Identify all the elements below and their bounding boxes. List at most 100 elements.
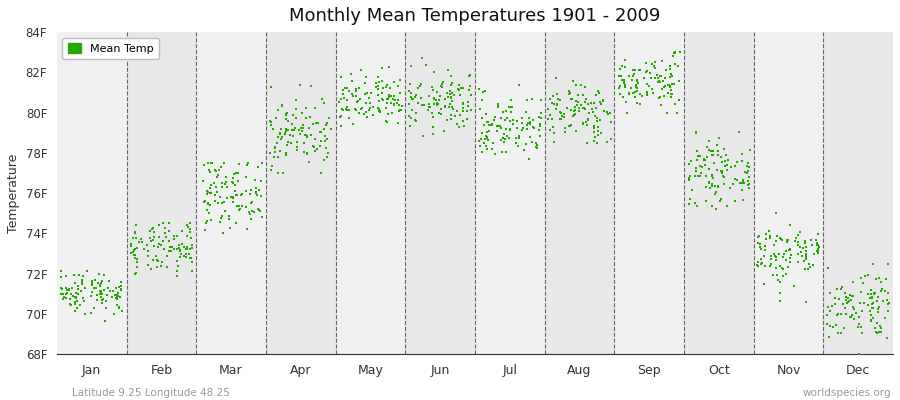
Point	[63, 301, 77, 307]
Legend: Mean Temp: Mean Temp	[62, 38, 159, 60]
Point	[694, 169, 708, 176]
Point	[651, 78, 665, 85]
Point	[861, 290, 876, 297]
Point	[372, 98, 386, 104]
Point	[546, 93, 561, 100]
Point	[86, 304, 101, 311]
Point	[846, 306, 860, 312]
Point	[371, 92, 385, 98]
Point	[868, 276, 883, 282]
Point	[486, 140, 500, 146]
Point	[109, 294, 123, 301]
Point	[690, 173, 705, 180]
Point	[664, 91, 679, 97]
Point	[166, 236, 181, 242]
Point	[496, 109, 510, 115]
Point	[529, 144, 544, 150]
Point	[793, 244, 807, 250]
Point	[505, 104, 519, 110]
Point	[476, 122, 491, 128]
Point	[334, 96, 348, 102]
Point	[54, 290, 68, 297]
Point	[652, 78, 666, 85]
Point	[763, 261, 778, 267]
Point	[503, 118, 517, 124]
Point	[529, 139, 544, 146]
Point	[211, 174, 225, 180]
Point	[854, 275, 868, 282]
Point	[220, 195, 234, 201]
Point	[355, 105, 369, 111]
Point	[92, 271, 106, 278]
Point	[782, 247, 796, 253]
Point	[209, 184, 223, 190]
Point	[480, 135, 494, 141]
Point	[307, 144, 321, 150]
Point	[393, 77, 408, 84]
Point	[263, 118, 277, 124]
Point	[300, 151, 314, 157]
Point	[705, 183, 719, 190]
Point	[403, 115, 418, 121]
Point	[568, 104, 582, 110]
Point	[426, 87, 440, 94]
Point	[495, 149, 509, 156]
Point	[640, 91, 654, 98]
Point	[864, 287, 878, 293]
Point	[596, 97, 610, 104]
Point	[741, 160, 755, 167]
Point	[280, 142, 294, 148]
Point	[286, 132, 301, 139]
Point	[456, 123, 471, 129]
Point	[429, 89, 444, 96]
Point	[878, 288, 893, 294]
Point	[141, 262, 156, 268]
Point	[880, 260, 895, 267]
Point	[562, 122, 576, 129]
Bar	[544, 32, 615, 354]
Point	[342, 88, 356, 94]
Point	[545, 116, 560, 122]
Point	[577, 105, 591, 112]
Point	[541, 116, 555, 123]
Point	[353, 96, 367, 102]
Point	[100, 292, 114, 298]
Point	[362, 95, 376, 101]
Point	[648, 74, 662, 81]
Point	[422, 93, 436, 100]
Point	[402, 112, 417, 119]
Point	[110, 294, 124, 300]
Point	[719, 151, 733, 158]
Point	[520, 96, 535, 103]
Point	[284, 132, 298, 139]
Bar	[127, 32, 196, 354]
Point	[145, 226, 159, 232]
Point	[870, 298, 885, 304]
Point	[130, 235, 144, 241]
Point	[321, 150, 336, 156]
Point	[284, 120, 299, 127]
Point	[475, 148, 490, 155]
Point	[588, 113, 602, 120]
Point	[789, 235, 804, 241]
Point	[202, 200, 216, 206]
Point	[391, 82, 405, 89]
Point	[803, 264, 817, 270]
Point	[333, 112, 347, 119]
Point	[810, 250, 824, 256]
Point	[612, 85, 626, 92]
Point	[229, 170, 243, 176]
Point	[134, 236, 148, 243]
Point	[868, 324, 882, 331]
Point	[781, 237, 796, 244]
Point	[429, 100, 444, 106]
Point	[128, 255, 142, 261]
Point	[414, 95, 428, 102]
Point	[320, 120, 334, 126]
Point	[65, 284, 79, 291]
Point	[229, 220, 243, 226]
Point	[693, 152, 707, 159]
Point	[386, 100, 400, 107]
Point	[76, 298, 91, 304]
Point	[130, 256, 144, 262]
